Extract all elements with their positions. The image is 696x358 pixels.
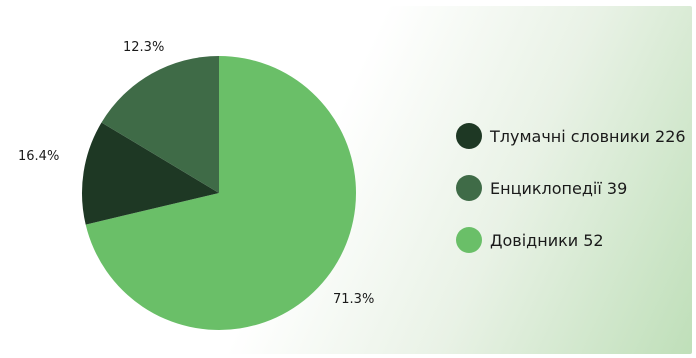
legend: Тлумачні словники 226 Енциклопедії 39 До… xyxy=(456,122,686,278)
legend-item-2: Енциклопедії 39 xyxy=(456,174,686,202)
slice-label-3: 16.4% xyxy=(18,149,60,164)
slice-label-1: 71.3% xyxy=(333,292,375,307)
legend-item-1: Тлумачні словники 226 xyxy=(456,122,686,150)
legend-swatch-1 xyxy=(456,123,482,149)
legend-swatch-3 xyxy=(456,227,482,253)
legend-label-2: Енциклопедії 39 xyxy=(490,178,628,198)
legend-swatch-2 xyxy=(456,175,482,201)
legend-label-1: Тлумачні словники 226 xyxy=(490,126,686,146)
pie-slice-1 xyxy=(85,56,357,330)
legend-label-3: Довідники 52 xyxy=(490,230,604,250)
pie-slice-3 xyxy=(101,56,219,193)
slice-label-2: 12.3% xyxy=(123,40,165,55)
pie-slice-2 xyxy=(81,122,219,225)
legend-item-3: Довідники 52 xyxy=(456,226,686,254)
